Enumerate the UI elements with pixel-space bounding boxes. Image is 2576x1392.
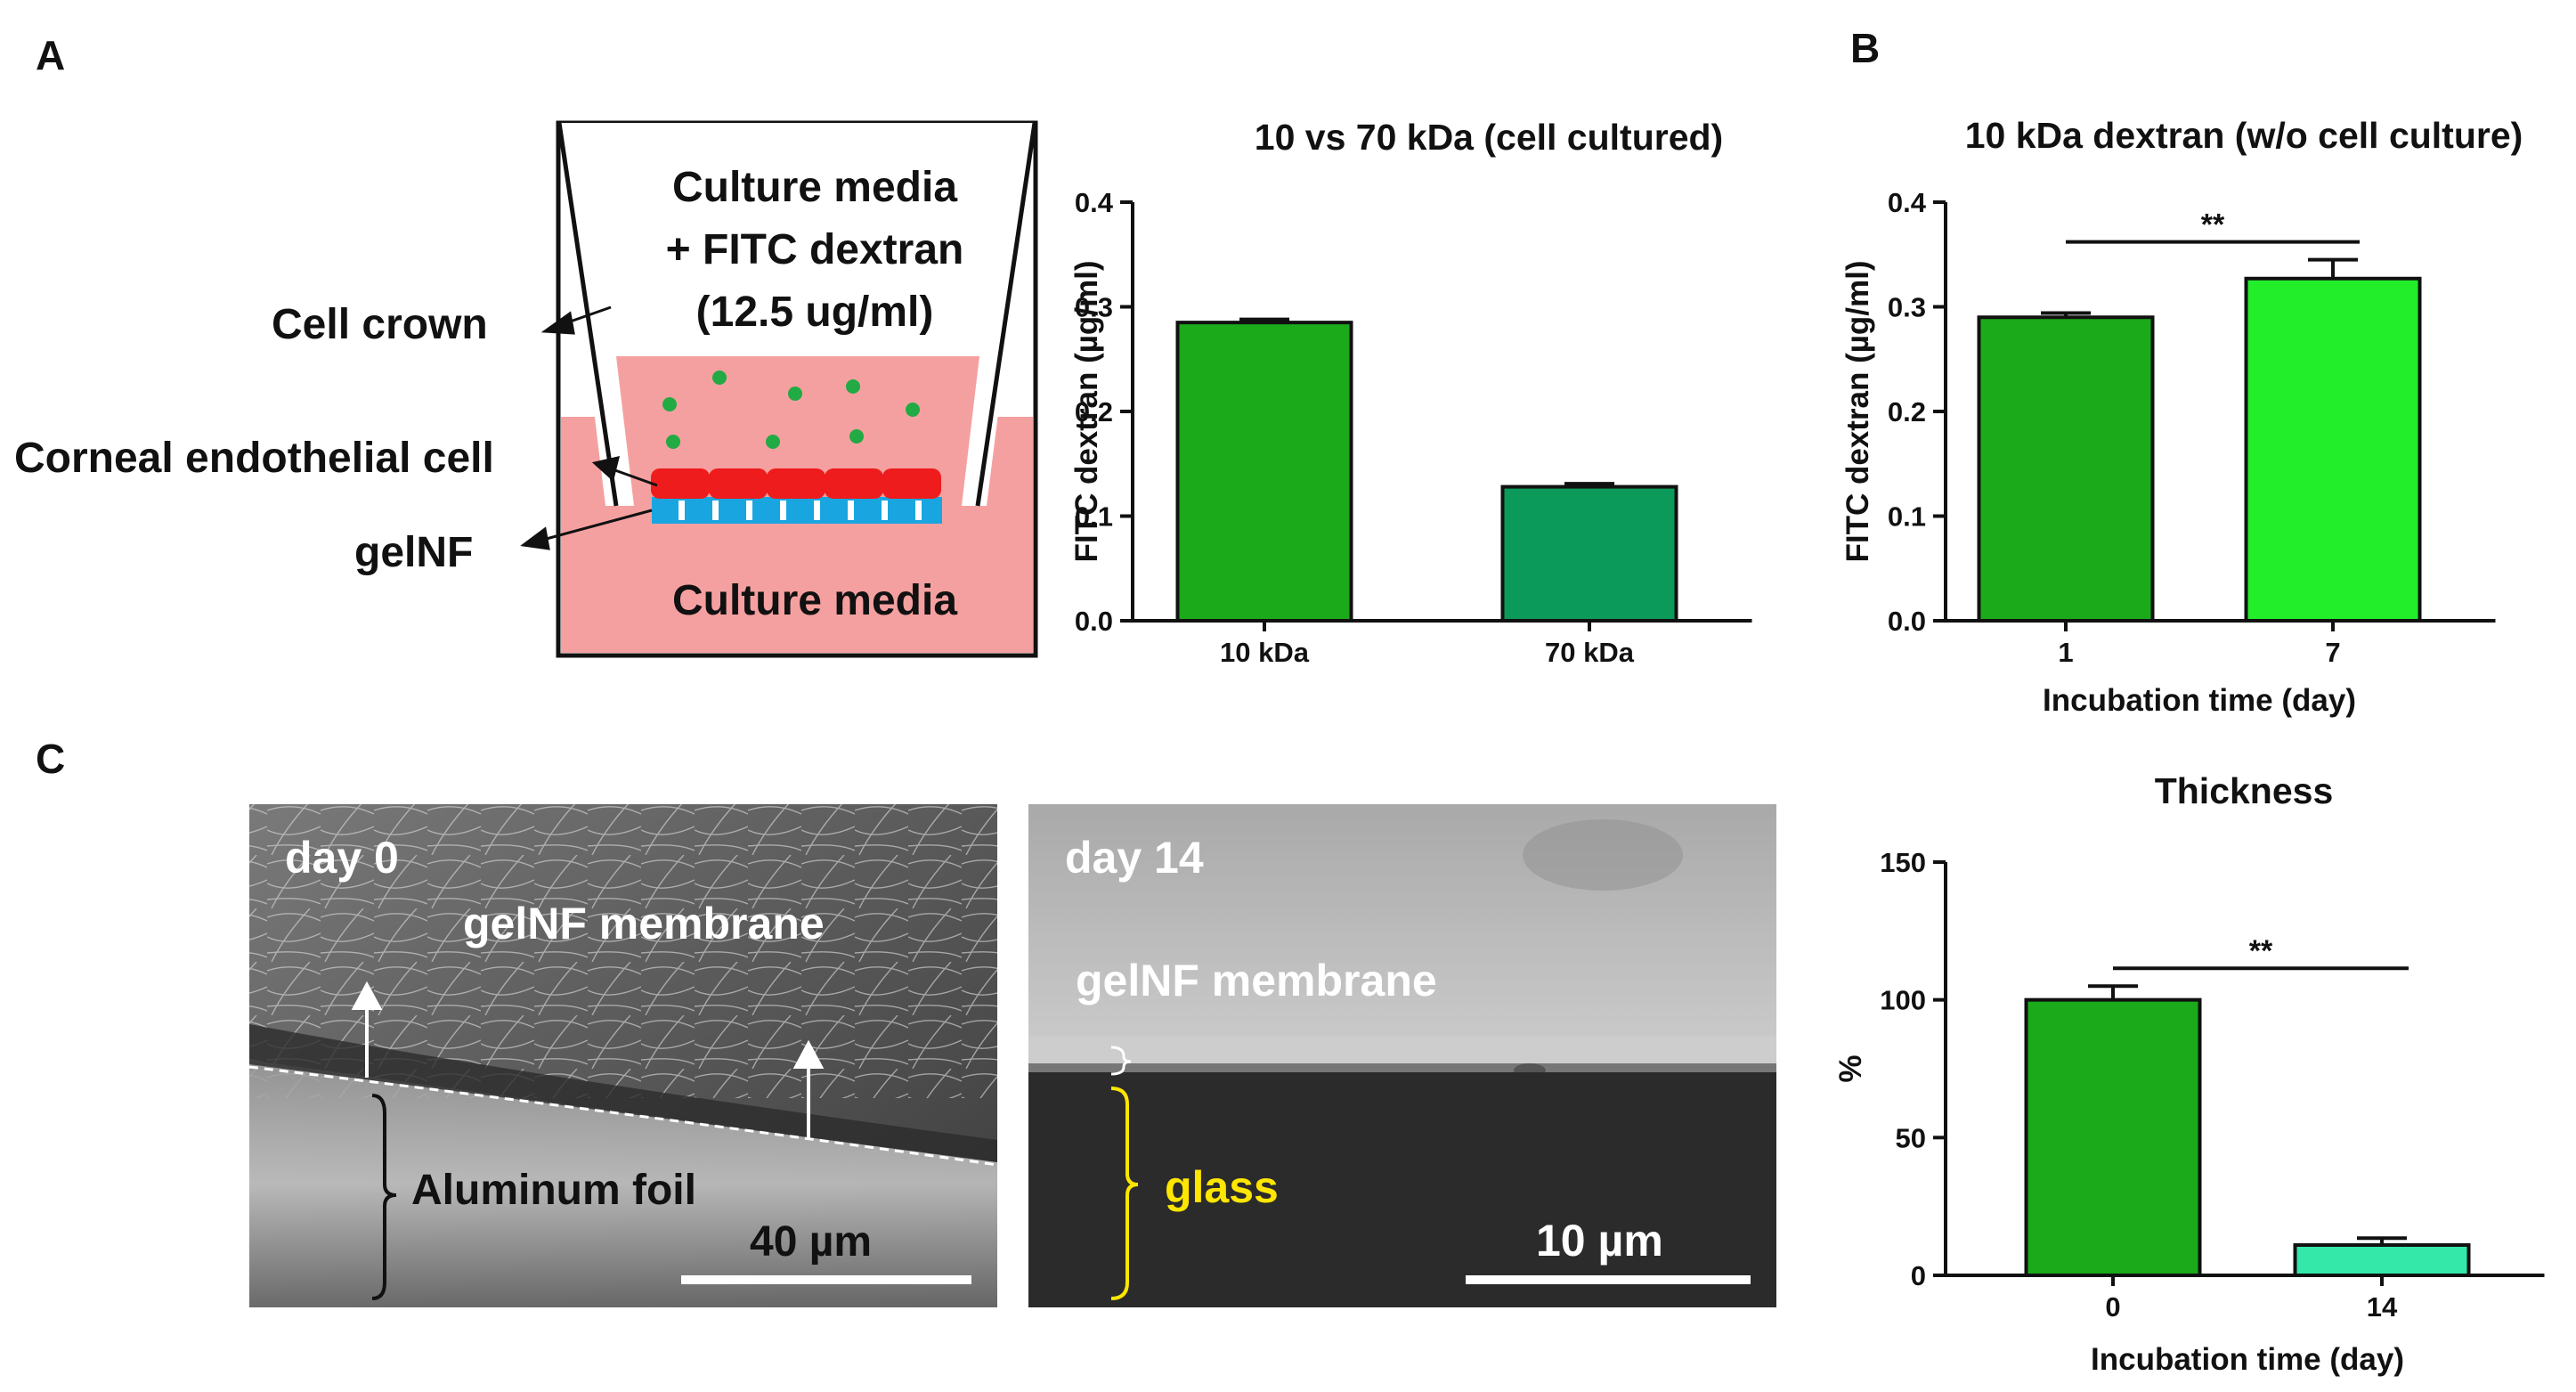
y-tick-label: 0 (1911, 1260, 1926, 1291)
foil-bracket (371, 1094, 397, 1300)
y-tick-label: 0.4 (1075, 187, 1114, 218)
sem-right-membrane-label: gelNF membrane (1076, 956, 1437, 1005)
bottom-media-label: Culture media (672, 577, 957, 624)
sem-left-membrane-label: gelNF membrane (463, 899, 825, 948)
x-axis-label: Incubation time (day) (2091, 1342, 2404, 1377)
media-label-line1: Culture media (672, 164, 957, 211)
gelnf-label: gelNF (354, 529, 473, 576)
x-axis-label: Incubation time (day) (2043, 683, 2356, 718)
gelnf-membrane-layer (652, 497, 942, 524)
x-tick-label: 7 (2325, 637, 2340, 668)
x-tick-label: 1 (2058, 637, 2073, 668)
y-tick-label: 100 (1880, 985, 1926, 1016)
y-axis-label: % (1833, 1054, 1868, 1082)
transwell-schematic: Culture media + FITC dextran (12.5 ug/ml… (14, 120, 1038, 658)
y-tick-label: 0.3 (1075, 292, 1113, 323)
chart-title: Thickness (2155, 770, 2334, 811)
x-tick-label: 14 (2367, 1291, 2398, 1323)
insert-culture-media (616, 356, 979, 506)
sem-left-scale-bar (681, 1275, 971, 1284)
y-tick-label: 0.1 (1888, 501, 1926, 533)
panel-label-c: C (36, 736, 65, 782)
y-tick-label: 0.4 (1888, 187, 1927, 218)
bar (1977, 315, 2155, 623)
y-tick-label: 150 (1880, 847, 1926, 878)
y-tick-label: 0.1 (1075, 501, 1113, 533)
membrane-thickness-bracket (1110, 1046, 1132, 1076)
x-tick-label: 10 kDa (1220, 637, 1310, 668)
sem-image-day14: day 14 gelNF membrane glass 10 µm (1028, 804, 1776, 1307)
chart-10-vs-70-kda: 10 vs 70 kDa (cell cultured) 0.0 0.1 0.2 0.3… (1069, 117, 1752, 668)
membrane-pores (679, 501, 922, 520)
sem-left-day: day 0 (285, 833, 399, 883)
media-label-line3: (12.5 ug/ml) (696, 289, 934, 336)
fitc-dextran-dots (662, 370, 920, 449)
y-tick-label: 0.3 (1888, 292, 1926, 323)
interface-dashed-line (248, 1065, 998, 1167)
sem-right-texture (1523, 819, 1683, 891)
sem-right-scale-bar (1466, 1275, 1751, 1284)
panel-label-a: A (36, 32, 65, 78)
x-tick-label: 70 kDa (1545, 637, 1635, 668)
x-tick-label: 0 (2105, 1291, 2120, 1323)
significance-label: ** (2201, 208, 2225, 242)
y-tick-label: 0.0 (1075, 606, 1113, 637)
endothelial-label: Corneal endothelial cell (14, 435, 494, 482)
cell-crown-label: Cell crown (272, 301, 488, 348)
chart-10-kda-incubation: 10 kDa dextran (w/o cell culture) 0.0 0.1 0… (1841, 115, 2523, 718)
sem-left-foil-label: Aluminum foil (411, 1167, 696, 1214)
bar (2293, 1242, 2471, 1278)
aluminum-foil-region (249, 1060, 997, 1307)
sem-right-scale-label: 10 µm (1536, 1216, 1663, 1266)
endothelial-cell-layer (651, 468, 941, 499)
bar (1175, 321, 1353, 623)
y-tick-label: 0.2 (1075, 396, 1113, 427)
thickness-arrows (351, 981, 825, 1140)
media-label-line2: + FITC dextran (666, 226, 964, 273)
y-axis-label: FITC dextran (µg/ml) (1841, 260, 1875, 562)
y-tick-label: 0.0 (1888, 606, 1926, 637)
chart-title: 10 vs 70 kDa (cell cultured) (1255, 117, 1723, 158)
y-tick-label: 0.2 (1888, 396, 1926, 427)
bar (1500, 484, 1678, 623)
glass-region (1028, 1072, 1776, 1307)
insert-wall-right (975, 122, 1037, 507)
chart-title: 10 kDa dextran (w/o cell culture) (1965, 115, 2523, 156)
panel-label-b: B (1850, 25, 1880, 71)
significance-label: ** (2249, 934, 2273, 968)
membrane-underside (1028, 1063, 1776, 1072)
sem-left-scale-label: 40 µm (750, 1218, 872, 1266)
y-axis-label: FITC dextran (µg/ml) (1069, 260, 1104, 562)
sem-right-day: day 14 (1065, 833, 1204, 883)
y-tick-label: 50 (1896, 1122, 1926, 1153)
schematic-arrows (520, 305, 658, 550)
bar (2244, 276, 2422, 623)
chart-thickness: Thickness 0 50 100 150% 0 14 Incubation time (d… (1833, 770, 2545, 1377)
sem-right-glass-label: glass (1165, 1162, 1279, 1212)
sem-image-day0: day 0 gelNF membrane Aluminum foil 40 µm (248, 804, 998, 1307)
glass-bracket (1110, 1087, 1139, 1300)
bar (2024, 997, 2202, 1277)
